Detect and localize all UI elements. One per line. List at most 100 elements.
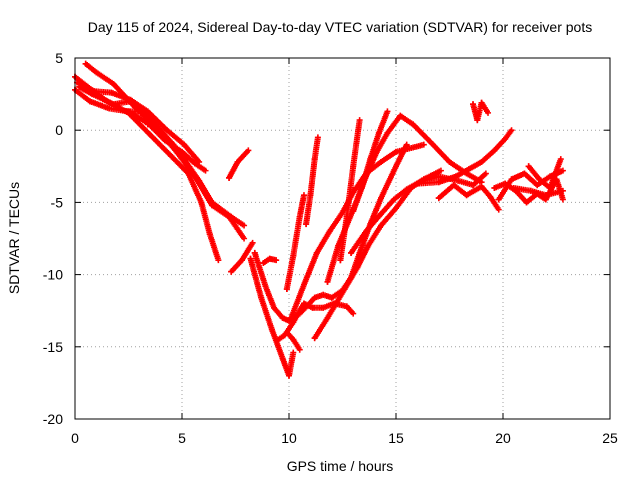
data-point-run — [311, 136, 321, 163]
data-point — [470, 182, 477, 189]
data-point — [311, 335, 318, 342]
data-point — [206, 231, 213, 238]
y-tick-label: 0 — [55, 122, 63, 138]
data-point — [288, 314, 295, 321]
data-point — [196, 177, 203, 184]
data-point — [337, 257, 344, 264]
data-point — [527, 187, 534, 194]
data-point — [286, 372, 292, 379]
data-point — [495, 206, 502, 213]
chart-title: Day 115 of 2024, Sidereal Day-to-day VTE… — [88, 19, 592, 35]
data-point — [168, 153, 175, 160]
data-point — [557, 156, 564, 163]
data-point — [303, 221, 310, 228]
data-point — [228, 268, 235, 275]
series-track-11 — [260, 255, 280, 267]
series-track-6 — [123, 108, 151, 128]
data-point — [350, 310, 357, 317]
data-point — [414, 180, 421, 187]
data-point — [91, 88, 98, 95]
series-track-19 — [303, 134, 321, 228]
series-track-8 — [228, 239, 256, 275]
data-point — [491, 147, 498, 154]
data-point — [465, 166, 472, 173]
data-point — [367, 156, 374, 163]
data-point — [226, 174, 233, 181]
y-tick-label: -15 — [43, 339, 63, 355]
data-points — [72, 60, 566, 379]
y-tick-label: -10 — [43, 267, 63, 283]
data-point — [390, 196, 397, 203]
data-point — [123, 108, 130, 115]
data-point — [215, 257, 222, 264]
data-point — [311, 294, 318, 301]
data-point — [559, 167, 566, 174]
data-point — [82, 60, 89, 67]
data-point — [502, 180, 509, 187]
data-point — [534, 182, 541, 189]
data-point — [437, 167, 444, 174]
y-tick-label: 5 — [55, 50, 63, 66]
data-point — [478, 183, 485, 190]
series-track-21 — [350, 108, 391, 215]
data-point — [191, 160, 198, 167]
data-point — [234, 158, 241, 165]
data-point — [350, 163, 357, 170]
data-point — [251, 249, 258, 256]
data-point — [86, 98, 93, 105]
data-point — [320, 291, 327, 298]
y-tick-label: -20 — [43, 411, 63, 427]
data-point — [144, 121, 151, 128]
series-track-14 — [283, 329, 303, 353]
data-point-run — [283, 254, 296, 292]
data-point — [393, 148, 399, 155]
data-point — [283, 329, 290, 336]
data-point — [273, 257, 280, 264]
data-point — [478, 99, 485, 106]
data-point — [478, 158, 485, 165]
data-point — [313, 249, 320, 256]
series-track-7 — [226, 147, 252, 181]
data-point — [420, 141, 427, 148]
data-point — [146, 131, 153, 138]
data-point — [341, 286, 348, 293]
data-point — [384, 130, 391, 137]
data-point — [307, 192, 314, 199]
data-point — [375, 130, 382, 137]
data-point — [314, 134, 321, 141]
data-point — [525, 163, 532, 170]
data-point — [245, 147, 252, 154]
series-track-15 — [311, 167, 444, 342]
data-point — [455, 177, 462, 184]
data-point — [266, 255, 273, 262]
data-point — [268, 326, 275, 333]
data-point — [446, 158, 453, 165]
data-point — [258, 294, 265, 301]
data-point — [482, 170, 489, 177]
data-point — [326, 228, 333, 235]
data-point — [300, 300, 307, 307]
data-point — [296, 213, 303, 220]
data-point — [410, 121, 417, 128]
data-point — [393, 163, 399, 170]
data-point — [485, 109, 492, 116]
y-tick-label: -5 — [51, 194, 64, 210]
data-point — [202, 167, 209, 174]
data-point — [311, 156, 318, 163]
data-point — [208, 199, 215, 206]
data-point — [127, 96, 134, 103]
data-point — [474, 117, 481, 124]
data-point — [403, 186, 410, 193]
series-track-18 — [283, 192, 307, 293]
data-point — [502, 135, 509, 142]
data-point — [161, 137, 168, 144]
data-point — [470, 101, 477, 108]
data-point — [279, 314, 286, 321]
data-point — [452, 173, 459, 180]
data-point — [559, 187, 566, 194]
data-point — [271, 304, 278, 311]
data-point — [508, 127, 515, 134]
series-track-28 — [510, 184, 566, 199]
data-point — [320, 304, 327, 311]
